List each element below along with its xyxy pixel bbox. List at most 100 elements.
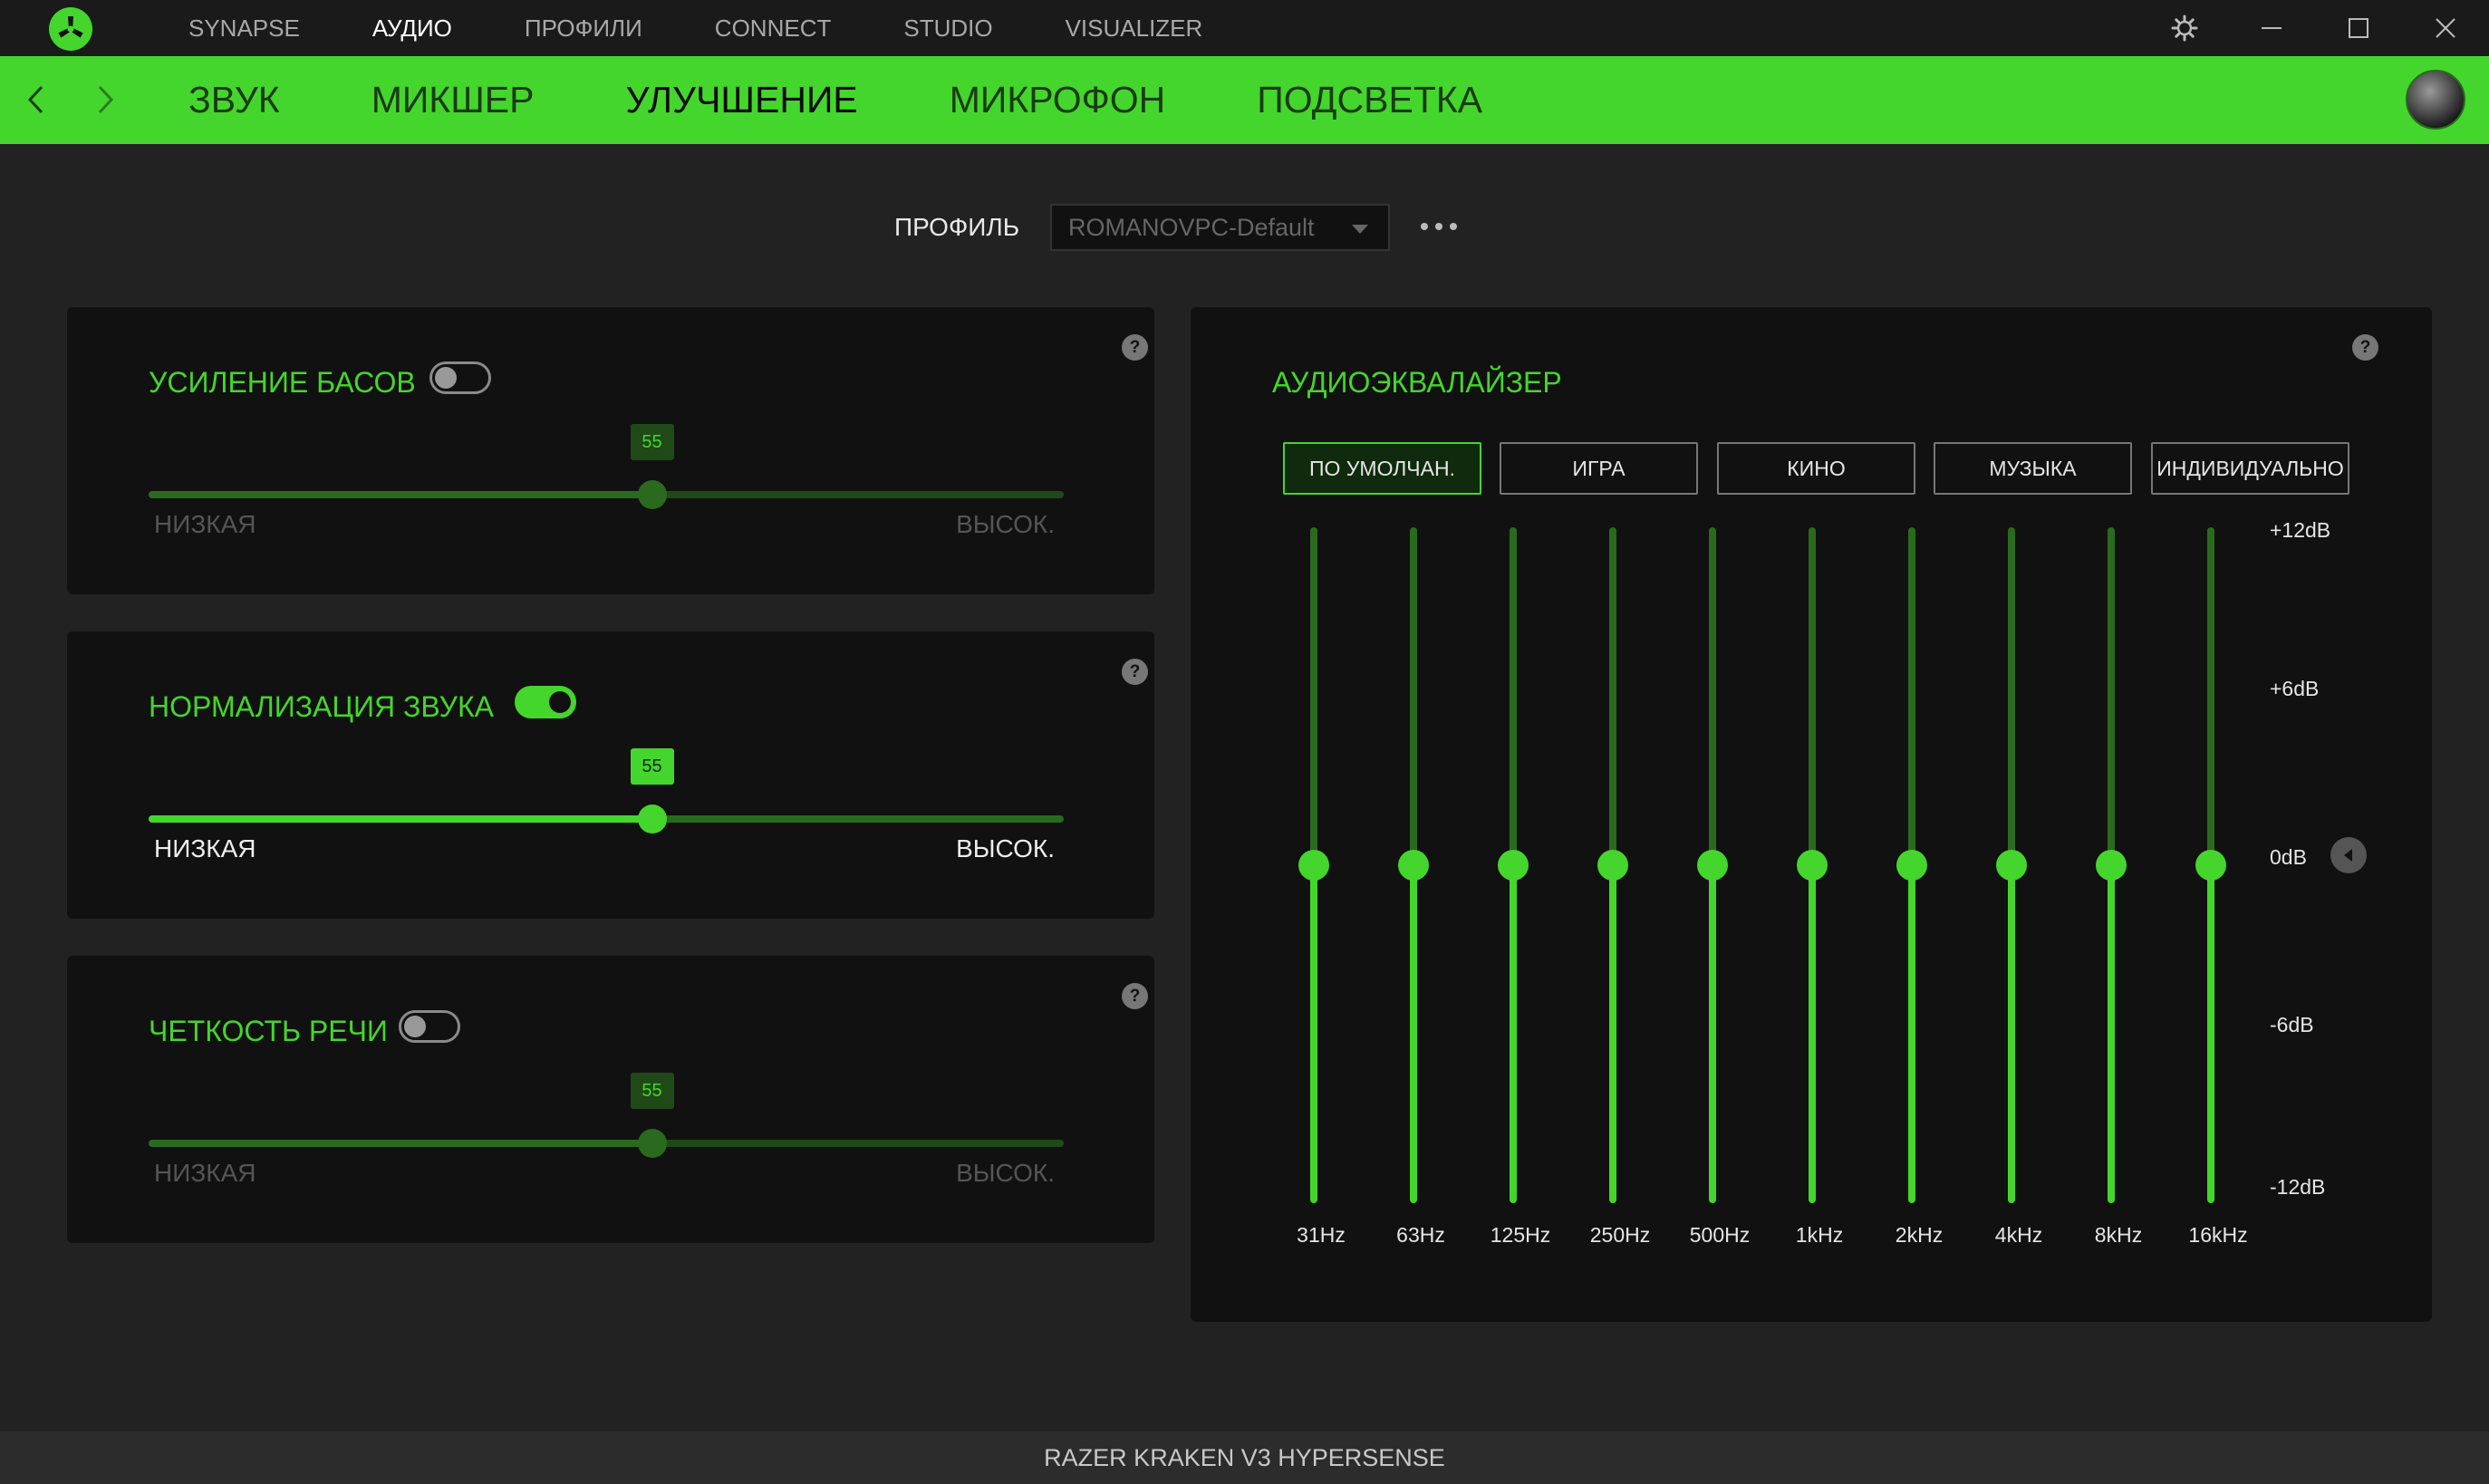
eq-band-frequency-label: 250Hz	[1589, 1223, 1651, 1247]
eq-band-slider[interactable]	[1797, 527, 1828, 1203]
eq-band-frequency-label: 16kHz	[2188, 1223, 2248, 1247]
bass-boost-toggle[interactable]	[429, 361, 491, 394]
eq-band-track-lower	[2108, 865, 2115, 1203]
help-icon[interactable]: ?	[1122, 334, 1148, 361]
top-tab-profiles[interactable]: ПРОФИЛИ	[524, 14, 642, 42]
slider-thumb[interactable]	[637, 1129, 667, 1158]
eq-band-slider[interactable]	[1398, 527, 1429, 1203]
eq-band-track-upper	[1908, 527, 1915, 865]
voice-clarity-toggle[interactable]	[399, 1010, 460, 1043]
minimize-icon[interactable]	[2228, 0, 2315, 56]
eq-band-thumb[interactable]	[2195, 850, 2226, 881]
bass-boost-card: ? УСИЛЕНИЕ БАСОВ 55 НИЗКАЯ ВЫСОК.	[67, 307, 1154, 594]
slider-fill	[149, 815, 652, 823]
eq-band-frequency-label: 125Hz	[1490, 1223, 1551, 1247]
eq-band-slider[interactable]	[1996, 527, 2027, 1203]
top-tab-connect[interactable]: CONNECT	[714, 14, 832, 42]
eq-band-slider[interactable]	[1498, 527, 1529, 1203]
eq-band-thumb[interactable]	[2096, 850, 2127, 881]
eq-band-track-upper	[1809, 527, 1816, 865]
eq-band-slider[interactable]	[1697, 527, 1728, 1203]
voice-clarity-slider[interactable]: 55	[149, 1073, 1064, 1158]
eq-band-track-lower	[1310, 865, 1317, 1203]
eq-band-track-lower	[1410, 865, 1417, 1203]
eq-band-frequency-label: 31Hz	[1297, 1223, 1346, 1247]
eq-band-track-lower	[1609, 865, 1616, 1203]
sub-tab-enhancement[interactable]: УЛУЧШЕНИЕ	[625, 79, 858, 120]
bass-boost-slider[interactable]: 55	[149, 424, 1064, 509]
eq-band-frequency-label: 2kHz	[1895, 1223, 1944, 1247]
sound-normalization-slider[interactable]: 55	[149, 748, 1064, 834]
sub-tab-sound[interactable]: ЗВУК	[188, 79, 280, 120]
back-arrow-icon[interactable]	[16, 80, 56, 120]
slider-low-label: НИЗКАЯ	[154, 510, 256, 538]
slider-value: 55	[630, 1073, 674, 1109]
eq-band-thumb[interactable]	[1996, 850, 2027, 881]
sub-nav-bar: ЗВУК МИКШЕР УЛУЧШЕНИЕ МИКРОФОН ПОДСВЕТКА	[0, 56, 2489, 144]
help-icon[interactable]: ?	[2352, 334, 2378, 361]
eq-band-track-upper	[1510, 527, 1517, 865]
eq-band-thumb[interactable]	[1298, 850, 1329, 881]
profile-select[interactable]: ROMANOVPC-Default	[1050, 204, 1390, 251]
user-avatar[interactable]	[2406, 70, 2465, 130]
preset-custom-button[interactable]: ИНДИВИДУАЛЬНО	[2151, 442, 2349, 495]
sub-tab-microphone[interactable]: МИКРОФОН	[949, 79, 1166, 120]
eq-band-track-lower	[1709, 865, 1716, 1203]
db-label-plus12: +12dB	[2270, 518, 2331, 542]
eq-band-track-lower	[1809, 865, 1816, 1203]
top-tab-audio[interactable]: АУДИО	[371, 14, 452, 42]
help-icon[interactable]: ?	[1122, 659, 1148, 685]
eq-band-thumb[interactable]	[1896, 850, 1927, 881]
eq-band-slider[interactable]	[2195, 527, 2226, 1203]
title-bar: SYNAPSE АУДИО ПРОФИЛИ CONNECT STUDIO VIS…	[0, 0, 2489, 56]
eq-band-frequency-label: 500Hz	[1689, 1223, 1751, 1247]
eq-reset-arrow-icon[interactable]	[2330, 837, 2367, 873]
eq-band-track-upper	[2207, 527, 2214, 865]
preset-game-button[interactable]: ИГРА	[1500, 442, 1698, 495]
settings-gear-icon[interactable]	[2141, 0, 2228, 56]
status-bar: RAZER KRAKEN V3 HYPERSENSE	[0, 1431, 2489, 1484]
help-icon[interactable]: ?	[1122, 983, 1148, 1009]
slider-thumb[interactable]	[637, 805, 667, 834]
razer-logo-icon[interactable]	[49, 7, 92, 51]
eq-band-thumb[interactable]	[1398, 850, 1429, 881]
bass-boost-title: УСИЛЕНИЕ БАСОВ	[149, 366, 416, 399]
slider-thumb[interactable]	[637, 480, 667, 509]
eq-band-slider[interactable]	[1298, 527, 1329, 1203]
forward-arrow-icon[interactable]	[85, 80, 125, 120]
eq-band-thumb[interactable]	[1797, 850, 1828, 881]
profile-row: ПРОФИЛЬ ROMANOVPC-Default	[0, 204, 2489, 253]
sound-normalization-toggle[interactable]	[515, 686, 576, 718]
preset-movie-button[interactable]: КИНО	[1717, 442, 1915, 495]
eq-band-slider[interactable]	[1896, 527, 1927, 1203]
caret-down-icon	[1352, 225, 1368, 234]
eq-band-track-lower	[2207, 865, 2214, 1203]
slider-high-label: ВЫСОК.	[956, 510, 1055, 538]
slider-high-label: ВЫСОК.	[956, 1159, 1055, 1187]
eq-band-thumb[interactable]	[1697, 850, 1728, 881]
eq-band-frequency-label: 4kHz	[1994, 1223, 2043, 1247]
top-tab-studio[interactable]: STUDIO	[903, 14, 993, 42]
eq-band-thumb[interactable]	[1498, 850, 1529, 881]
preset-music-button[interactable]: МУЗЫКА	[1934, 442, 2132, 495]
sub-tab-mixer[interactable]: МИКШЕР	[371, 79, 535, 120]
profile-select-value: ROMANOVPC-Default	[1068, 213, 1315, 241]
top-tab-synapse[interactable]: SYNAPSE	[188, 14, 300, 42]
top-tab-visualizer[interactable]: VISUALIZER	[1065, 14, 1203, 42]
eq-band-slider[interactable]	[1597, 527, 1628, 1203]
window-controls	[2141, 0, 2489, 56]
maximize-icon[interactable]	[2315, 0, 2402, 56]
close-icon[interactable]	[2402, 0, 2489, 56]
eq-band-frequency-label: 1kHz	[1795, 1223, 1844, 1247]
sub-tab-lighting[interactable]: ПОДСВЕТКА	[1257, 79, 1483, 120]
db-label-minus6: -6dB	[2270, 1013, 2314, 1036]
slider-low-label: НИЗКАЯ	[154, 1159, 256, 1187]
more-options-icon[interactable]	[1421, 213, 1457, 240]
eq-band-track-upper	[1410, 527, 1417, 865]
eq-band-slider[interactable]	[2096, 527, 2127, 1203]
eq-band-thumb[interactable]	[1597, 850, 1628, 881]
db-label-plus6: +6dB	[2270, 677, 2320, 700]
eq-band-frequency-label: 63Hz	[1396, 1223, 1445, 1247]
preset-default-button[interactable]: ПО УМОЛЧАН.	[1283, 442, 1481, 495]
slider-high-label: ВЫСОК.	[956, 834, 1055, 862]
